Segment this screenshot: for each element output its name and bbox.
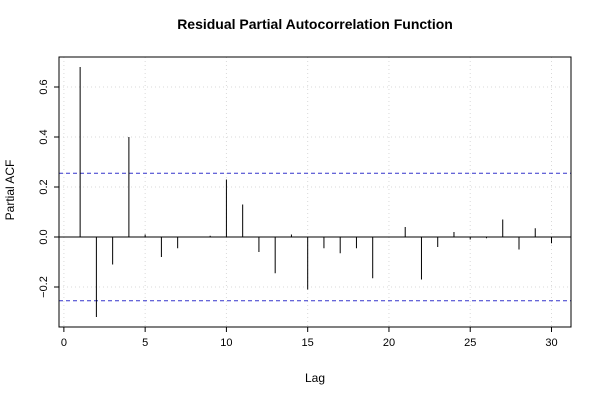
x-axis-label: Lag	[305, 371, 325, 385]
y-axis-label: Partial ACF	[3, 160, 17, 221]
chart-title: Residual Partial Autocorrelation Functio…	[177, 16, 453, 32]
pacf-bars	[79, 67, 552, 317]
y-axis: −0.2 0.0 0.2 0.4 0.6	[38, 79, 59, 298]
y-tick-label: 0.0	[38, 229, 50, 244]
y-tick-label: 0.4	[38, 129, 50, 144]
x-tick-label: 15	[302, 337, 314, 349]
x-tick-label: 30	[545, 337, 557, 349]
plot-frame	[58, 56, 572, 328]
grid-lines	[59, 57, 571, 327]
y-tick-label: 0.2	[38, 179, 50, 194]
x-tick-label: 10	[220, 337, 232, 349]
x-axis: 0 5 10 15 20 25 30	[61, 327, 558, 349]
y-tick-label: 0.6	[38, 79, 50, 94]
confidence-bounds	[59, 172, 571, 302]
y-tick-label: −0.2	[38, 276, 50, 298]
x-tick-label: 0	[61, 337, 67, 349]
x-tick-label: 25	[464, 337, 476, 349]
x-tick-label: 5	[142, 337, 148, 349]
x-tick-label: 20	[383, 337, 395, 349]
